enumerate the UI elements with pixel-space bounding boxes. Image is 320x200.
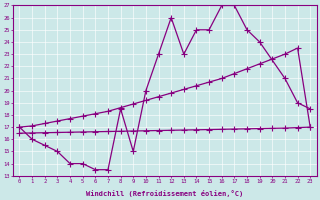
X-axis label: Windchill (Refroidissement éolien,°C): Windchill (Refroidissement éolien,°C) bbox=[86, 190, 244, 197]
